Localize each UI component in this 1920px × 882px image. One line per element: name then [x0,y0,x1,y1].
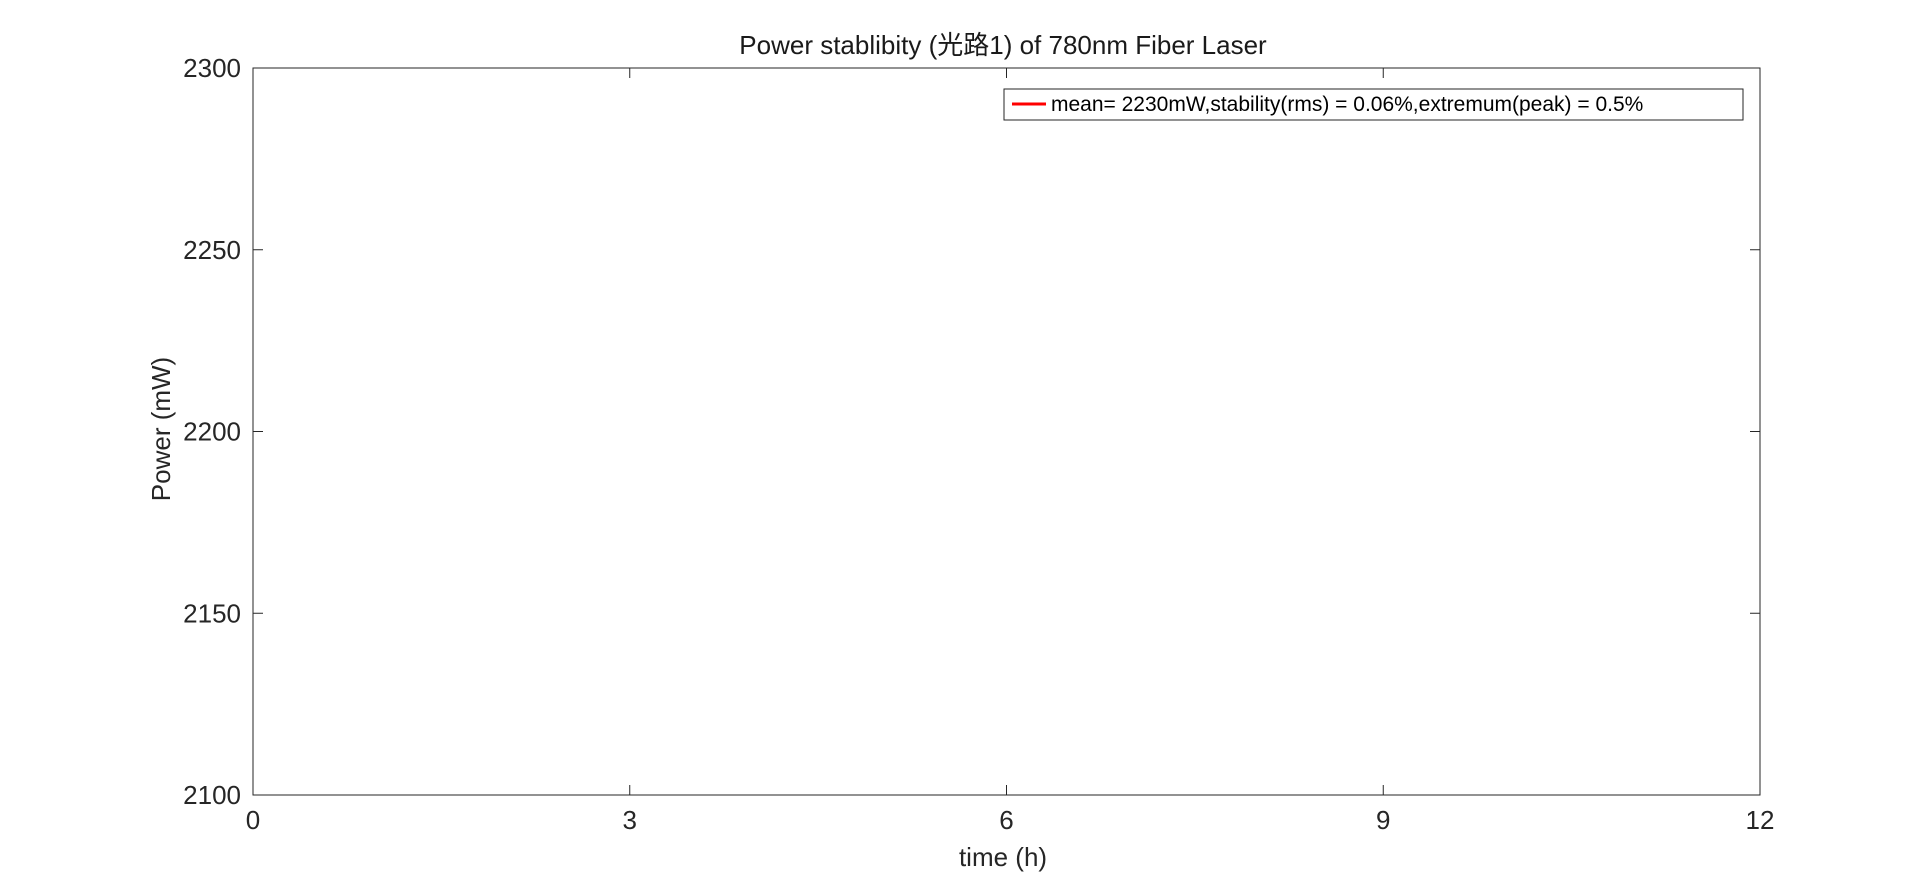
y-tick-label: 2100 [183,780,241,810]
y-tick-label: 2150 [183,598,241,628]
x-tick-label: 3 [623,805,637,835]
chart-title: Power stablibity (光路1) of 780nm Fiber La… [739,30,1267,60]
y-tick-label: 2300 [183,53,241,83]
legend: mean= 2230mW,stability(rms) = 0.06%,extr… [1003,88,1744,121]
y-tick-label: 2250 [183,235,241,265]
axes: 0 3 6 9 12 2100 2150 2200 2250 2300 [183,53,1774,835]
plot-frame [252,67,1761,796]
x-axis-label: time (h) [959,842,1047,872]
x-tick-label: 12 [1746,805,1775,835]
x-tick-label: 0 [246,805,260,835]
x-tick-label: 9 [1376,805,1390,835]
legend-entry-label: mean= 2230mW,stability(rms) = 0.06%,extr… [1051,93,1643,116]
legend-box [1003,88,1744,121]
x-tick-label: 6 [999,805,1013,835]
y-axis-label: Power (mW) [146,357,176,501]
y-tick-label: 2200 [183,417,241,447]
